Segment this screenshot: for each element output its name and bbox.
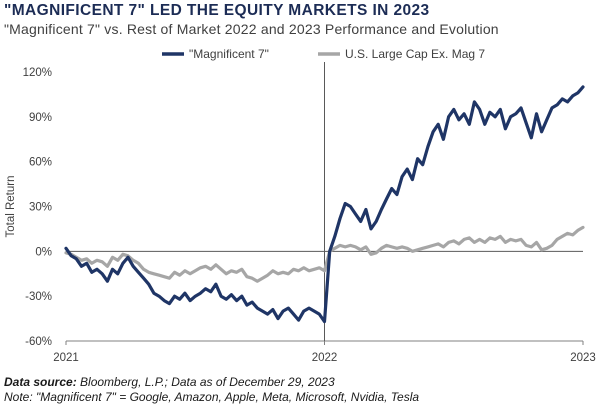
y-tick-label: 120%: [23, 67, 52, 79]
y-tick-label: -30%: [25, 291, 52, 303]
y-tick-label: -60%: [25, 336, 52, 348]
footnote: Note: "Magnificent 7" = Google, Amazon, …: [4, 390, 420, 404]
x-tick-label: 2022: [312, 352, 338, 364]
y-tick-label: 0%: [35, 246, 52, 258]
chart-subtitle: "Magnificent 7" vs. Rest of Market 2022 …: [4, 21, 499, 37]
y-tick-label: 90%: [29, 112, 52, 124]
data-source-note: Data source: Bloomberg, L.P.; Data as of…: [4, 375, 335, 389]
series-line-large-cap-ex-mag7: [64, 225, 585, 283]
data-source-text: Bloomberg, L.P.; Data as of December 29,…: [76, 375, 335, 389]
legend-magnificent-7-label: "Magnificent 7": [189, 47, 269, 61]
chart-title: "MAGNIFICENT 7" LED THE EQUITY MARKETS I…: [4, 2, 430, 19]
data-source-label: Data source:: [4, 375, 77, 389]
y-axis-label: Total Return: [5, 175, 17, 237]
x-tick-label: 2021: [53, 352, 79, 364]
legend-large-cap-ex-mag7-label: U.S. Large Cap Ex. Mag 7: [345, 47, 485, 61]
x-tick-label: 2023: [570, 352, 596, 364]
y-tick-label: 30%: [29, 202, 52, 214]
line-chart: -60% -30% 0% 30% 60% 90% 120% Total Return 2021 2…: [5, 47, 596, 364]
series-line-magnificent-7: [64, 85, 585, 324]
y-tick-label: 60%: [29, 157, 52, 169]
